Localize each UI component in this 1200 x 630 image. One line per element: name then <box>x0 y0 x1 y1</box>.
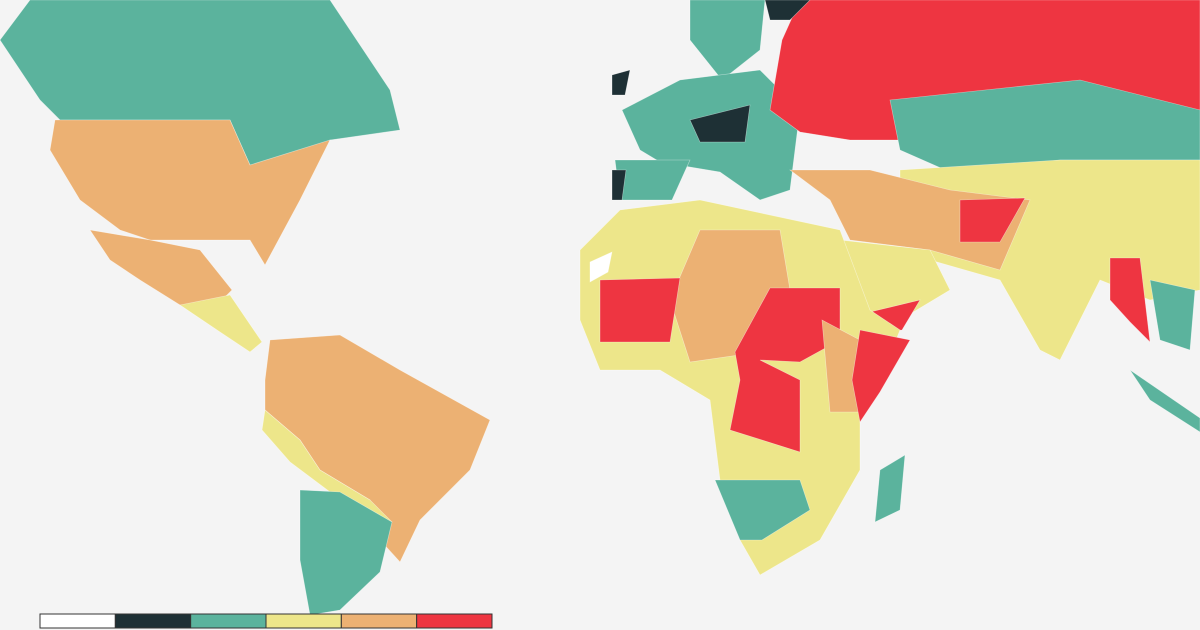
central-america <box>179 294 263 353</box>
legend-swatch <box>265 613 342 629</box>
myanmar <box>1109 257 1151 343</box>
western-sahara <box>589 251 613 283</box>
legend-swatch <box>190 613 267 629</box>
southern-africa <box>714 479 811 541</box>
ireland <box>611 69 631 96</box>
legend-swatch <box>114 613 192 629</box>
usa <box>49 119 331 266</box>
legend-swatch <box>416 613 493 629</box>
southeast-asia <box>1149 279 1196 351</box>
portugal <box>611 169 627 201</box>
finland <box>764 0 811 21</box>
somalia <box>851 329 911 423</box>
mali <box>599 277 681 343</box>
afghanistan <box>959 197 1026 243</box>
legend-swatch <box>39 613 116 629</box>
scandinavia <box>689 0 766 81</box>
middle-east <box>789 169 1031 271</box>
austria-czechia <box>689 104 751 143</box>
madagascar <box>874 454 906 523</box>
legend-swatch <box>340 613 418 629</box>
indonesia <box>1129 369 1200 433</box>
southern-cone <box>299 489 393 616</box>
countries <box>0 0 1200 616</box>
sudan-congo <box>729 287 841 453</box>
legend <box>39 613 493 629</box>
